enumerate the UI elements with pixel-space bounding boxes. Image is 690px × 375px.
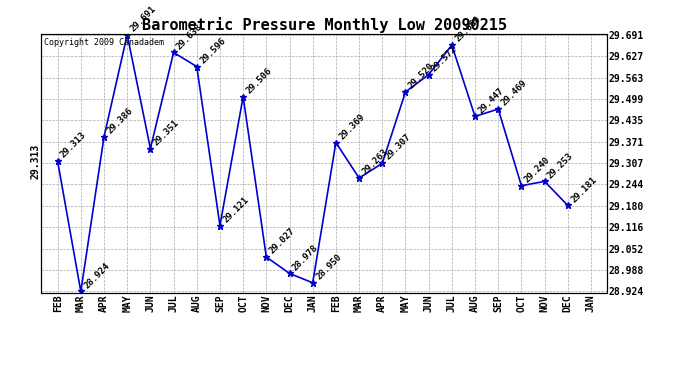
Text: 29.506: 29.506 <box>244 66 274 95</box>
Text: Copyright 2009 Canadadem: Copyright 2009 Canadadem <box>44 38 164 46</box>
Text: 29.181: 29.181 <box>569 175 598 204</box>
Text: 28.978: 28.978 <box>291 243 320 272</box>
Text: 29.691: 29.691 <box>128 4 158 33</box>
Text: 29.386: 29.386 <box>106 106 135 135</box>
Text: 29.027: 29.027 <box>268 226 297 256</box>
Title: Barometric Pressure Monthly Low 20090215: Barometric Pressure Monthly Low 20090215 <box>142 16 506 33</box>
Text: 29.596: 29.596 <box>198 36 227 65</box>
Text: 28.950: 28.950 <box>314 252 343 281</box>
Text: 29.369: 29.369 <box>337 112 366 141</box>
Text: 29.263: 29.263 <box>360 147 390 177</box>
Text: 29.253: 29.253 <box>546 151 575 180</box>
Text: 29.351: 29.351 <box>152 118 181 147</box>
Text: 29.240: 29.240 <box>523 155 552 184</box>
Text: 29.660: 29.660 <box>453 15 482 44</box>
Text: 29.447: 29.447 <box>476 86 506 115</box>
Text: 29.469: 29.469 <box>500 78 529 108</box>
Text: 29.313: 29.313 <box>59 131 88 160</box>
Text: 29.307: 29.307 <box>384 133 413 162</box>
Text: 29.520: 29.520 <box>407 62 436 91</box>
Text: 29.572: 29.572 <box>430 44 460 73</box>
Text: 28.924: 28.924 <box>82 261 111 290</box>
Text: 29.638: 29.638 <box>175 22 204 51</box>
Text: 29.121: 29.121 <box>221 195 250 224</box>
